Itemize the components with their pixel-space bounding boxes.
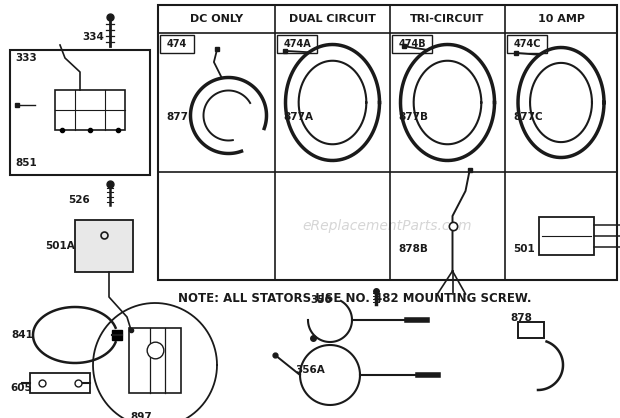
Text: 334: 334 bbox=[82, 32, 104, 42]
Bar bbox=[507, 35, 547, 53]
Text: 474: 474 bbox=[167, 39, 187, 49]
Text: 841: 841 bbox=[11, 330, 33, 340]
Text: 877B: 877B bbox=[398, 112, 428, 122]
Text: 333: 333 bbox=[15, 53, 37, 63]
Text: 877A: 877A bbox=[283, 112, 313, 122]
Bar bbox=[160, 35, 194, 53]
Text: 474B: 474B bbox=[398, 39, 426, 49]
Bar bbox=[129, 327, 181, 393]
Bar bbox=[10, 50, 150, 175]
Text: 877C: 877C bbox=[513, 112, 542, 122]
Text: 356: 356 bbox=[310, 295, 332, 305]
Text: TRI-CIRCUIT: TRI-CIRCUIT bbox=[410, 14, 485, 24]
Bar bbox=[392, 35, 432, 53]
Text: 501A: 501A bbox=[45, 241, 75, 251]
Text: 605: 605 bbox=[10, 383, 32, 393]
Text: 878: 878 bbox=[510, 313, 532, 323]
Text: 356A: 356A bbox=[295, 365, 325, 375]
Text: 851: 851 bbox=[15, 158, 37, 168]
Bar bbox=[277, 35, 317, 53]
Text: 10 AMP: 10 AMP bbox=[538, 14, 585, 24]
Bar bbox=[55, 90, 125, 130]
Text: DC ONLY: DC ONLY bbox=[190, 14, 243, 24]
Text: DUAL CIRCUIT: DUAL CIRCUIT bbox=[289, 14, 376, 24]
Bar bbox=[539, 217, 593, 255]
Text: 474C: 474C bbox=[513, 39, 541, 49]
Text: 878B: 878B bbox=[398, 244, 428, 254]
Text: 877: 877 bbox=[166, 112, 188, 122]
Text: 897: 897 bbox=[130, 412, 152, 418]
Bar bbox=[75, 220, 133, 272]
Text: 526: 526 bbox=[68, 195, 90, 205]
Bar bbox=[30, 373, 90, 393]
Bar bbox=[518, 322, 544, 338]
Text: 474A: 474A bbox=[283, 39, 311, 49]
Text: 501: 501 bbox=[513, 244, 534, 254]
Bar bbox=[158, 5, 617, 280]
Text: eReplacementParts.com: eReplacementParts.com bbox=[303, 219, 472, 233]
Text: NOTE: ALL STATORS USE NO. 482 MOUNTING SCREW.: NOTE: ALL STATORS USE NO. 482 MOUNTING S… bbox=[178, 291, 531, 304]
